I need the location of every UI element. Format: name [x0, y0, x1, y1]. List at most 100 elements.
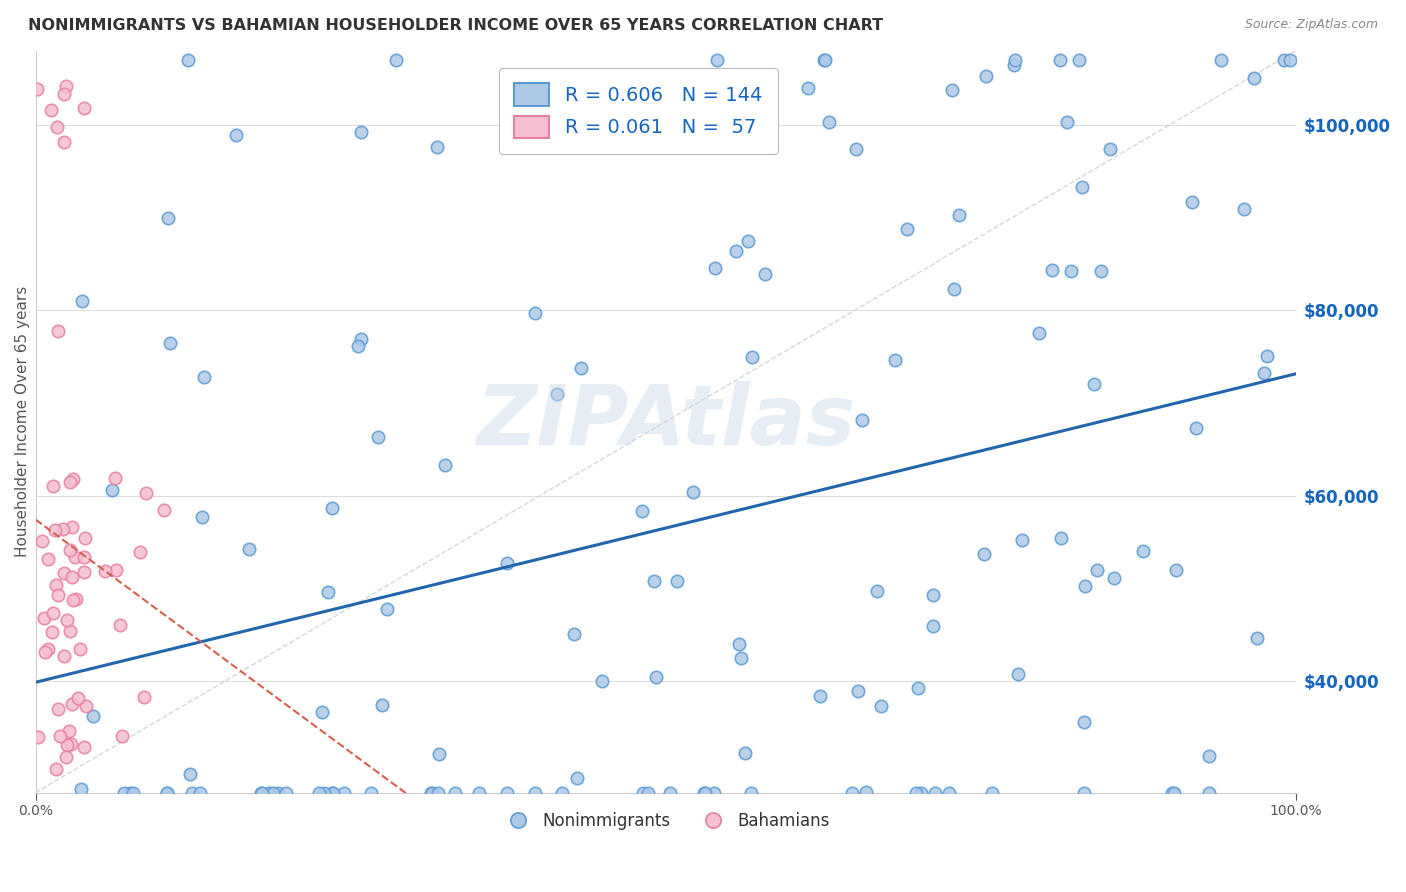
Point: [741, 351, 763, 365]
Point: [252, 786, 274, 800]
Point: [375, 601, 398, 615]
Point: [135, 486, 157, 500]
Point: [1060, 264, 1083, 278]
Point: [179, 767, 201, 781]
Point: [924, 786, 946, 800]
Point: [419, 786, 441, 800]
Point: [94, 564, 117, 578]
Point: [740, 786, 762, 800]
Point: [845, 142, 868, 156]
Point: [75, 531, 97, 545]
Point: [1004, 53, 1026, 67]
Point: [225, 128, 247, 142]
Point: [1085, 563, 1108, 577]
Point: [41, 625, 63, 640]
Point: [53, 649, 76, 664]
Point: [70, 782, 93, 797]
Point: [73, 739, 96, 754]
Point: [907, 681, 929, 695]
Point: [1071, 180, 1094, 194]
Point: [814, 53, 837, 67]
Text: NONIMMIGRANTS VS BAHAMIAN HOUSEHOLDER INCOME OVER 65 YEARS CORRELATION CHART: NONIMMIGRANTS VS BAHAMIAN HOUSEHOLDER IN…: [28, 18, 883, 33]
Point: [111, 729, 134, 743]
Point: [122, 786, 145, 800]
Point: [593, 95, 616, 109]
Point: [808, 690, 831, 704]
Point: [1243, 70, 1265, 85]
Point: [34, 645, 56, 659]
Point: [104, 471, 127, 485]
Point: [427, 747, 450, 761]
Point: [910, 786, 932, 800]
Point: [1067, 53, 1090, 67]
Point: [153, 503, 176, 517]
Point: [46, 702, 69, 716]
Point: [754, 267, 776, 281]
Point: [1090, 264, 1112, 278]
Point: [188, 786, 211, 800]
Point: [1040, 263, 1063, 277]
Point: [643, 574, 665, 589]
Point: [846, 684, 869, 698]
Point: [25, 81, 48, 95]
Point: [41, 606, 63, 620]
Point: [1007, 666, 1029, 681]
Point: [69, 642, 91, 657]
Point: [63, 550, 86, 565]
Point: [496, 786, 519, 800]
Point: [591, 674, 613, 689]
Point: [896, 222, 918, 236]
Point: [73, 566, 96, 580]
Point: [1233, 202, 1256, 216]
Point: [314, 786, 336, 800]
Point: [1049, 53, 1071, 67]
Point: [1211, 53, 1233, 67]
Point: [52, 522, 75, 536]
Point: [37, 642, 59, 657]
Point: [980, 786, 1002, 800]
Point: [53, 87, 76, 101]
Point: [1181, 195, 1204, 210]
Point: [385, 53, 408, 67]
Point: [45, 578, 67, 592]
Point: [56, 614, 79, 628]
Point: [110, 617, 132, 632]
Point: [433, 458, 456, 473]
Point: [65, 591, 87, 606]
Point: [737, 234, 759, 248]
Point: [1102, 571, 1125, 585]
Point: [159, 335, 181, 350]
Point: [132, 690, 155, 704]
Point: [1185, 421, 1208, 435]
Point: [70, 294, 93, 309]
Point: [938, 786, 960, 800]
Point: [855, 785, 877, 799]
Point: [1160, 786, 1182, 800]
Point: [321, 786, 343, 800]
Point: [468, 786, 491, 800]
Point: [360, 786, 382, 800]
Point: [703, 786, 725, 800]
Point: [1074, 579, 1097, 593]
Point: [75, 698, 97, 713]
Point: [34, 610, 56, 624]
Point: [262, 786, 284, 800]
Y-axis label: Householder Income Over 65 years: Householder Income Over 65 years: [15, 286, 30, 558]
Point: [56, 738, 79, 752]
Point: [60, 697, 83, 711]
Point: [546, 386, 568, 401]
Point: [37, 552, 59, 566]
Point: [973, 547, 995, 561]
Point: [46, 588, 69, 602]
Point: [73, 549, 96, 564]
Point: [62, 472, 84, 486]
Point: [1083, 377, 1105, 392]
Point: [569, 361, 592, 376]
Point: [523, 786, 546, 800]
Point: [1163, 786, 1185, 800]
Point: [257, 786, 280, 800]
Point: [565, 772, 588, 786]
Point: [193, 370, 215, 384]
Point: [1272, 53, 1295, 67]
Point: [730, 650, 752, 665]
